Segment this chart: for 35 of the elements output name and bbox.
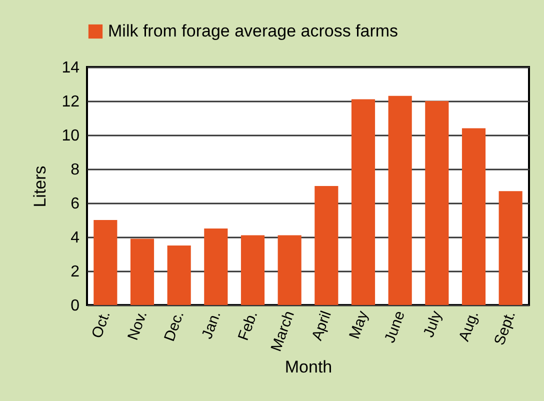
bar — [204, 228, 228, 305]
x-tick-label: Aug. — [456, 308, 482, 344]
x-tick-label: May — [346, 308, 372, 342]
x-tick-label: June — [381, 308, 409, 346]
bar — [94, 220, 118, 305]
x-tick-label: Dec. — [161, 308, 188, 344]
y-tick-label: 12 — [62, 94, 80, 110]
x-tick-label: July — [420, 308, 446, 340]
y-tick-label: 10 — [62, 128, 80, 144]
bar — [278, 235, 302, 305]
y-tick-label: 0 — [70, 298, 80, 314]
y-axis-title: Liters — [30, 166, 50, 208]
bar — [314, 186, 338, 305]
x-tick-label: Feb. — [234, 308, 262, 343]
y-tick-label: 14 — [62, 60, 80, 76]
bar — [425, 101, 449, 305]
bar — [240, 235, 265, 305]
x-tick-label: Jan. — [198, 308, 224, 342]
bar — [130, 238, 154, 305]
x-tick-label: Sept. — [491, 308, 520, 348]
bar — [498, 191, 522, 305]
x-tick-label: Oct. — [88, 308, 114, 340]
x-tick-label: March — [268, 308, 298, 354]
x-axis-title: Month — [284, 357, 332, 376]
bar — [167, 246, 191, 305]
bar — [351, 99, 376, 305]
bar — [462, 128, 486, 305]
y-tick-label: 8 — [70, 162, 80, 178]
y-tick-label: 6 — [70, 196, 80, 212]
x-tick-label: Nov. — [124, 308, 151, 343]
y-tick-label: 4 — [70, 230, 80, 246]
x-tick-label: April — [308, 308, 335, 343]
y-tick-label: 2 — [70, 264, 80, 280]
bar — [388, 96, 412, 305]
legend-label: Milk from forage average across farms — [108, 22, 398, 40]
